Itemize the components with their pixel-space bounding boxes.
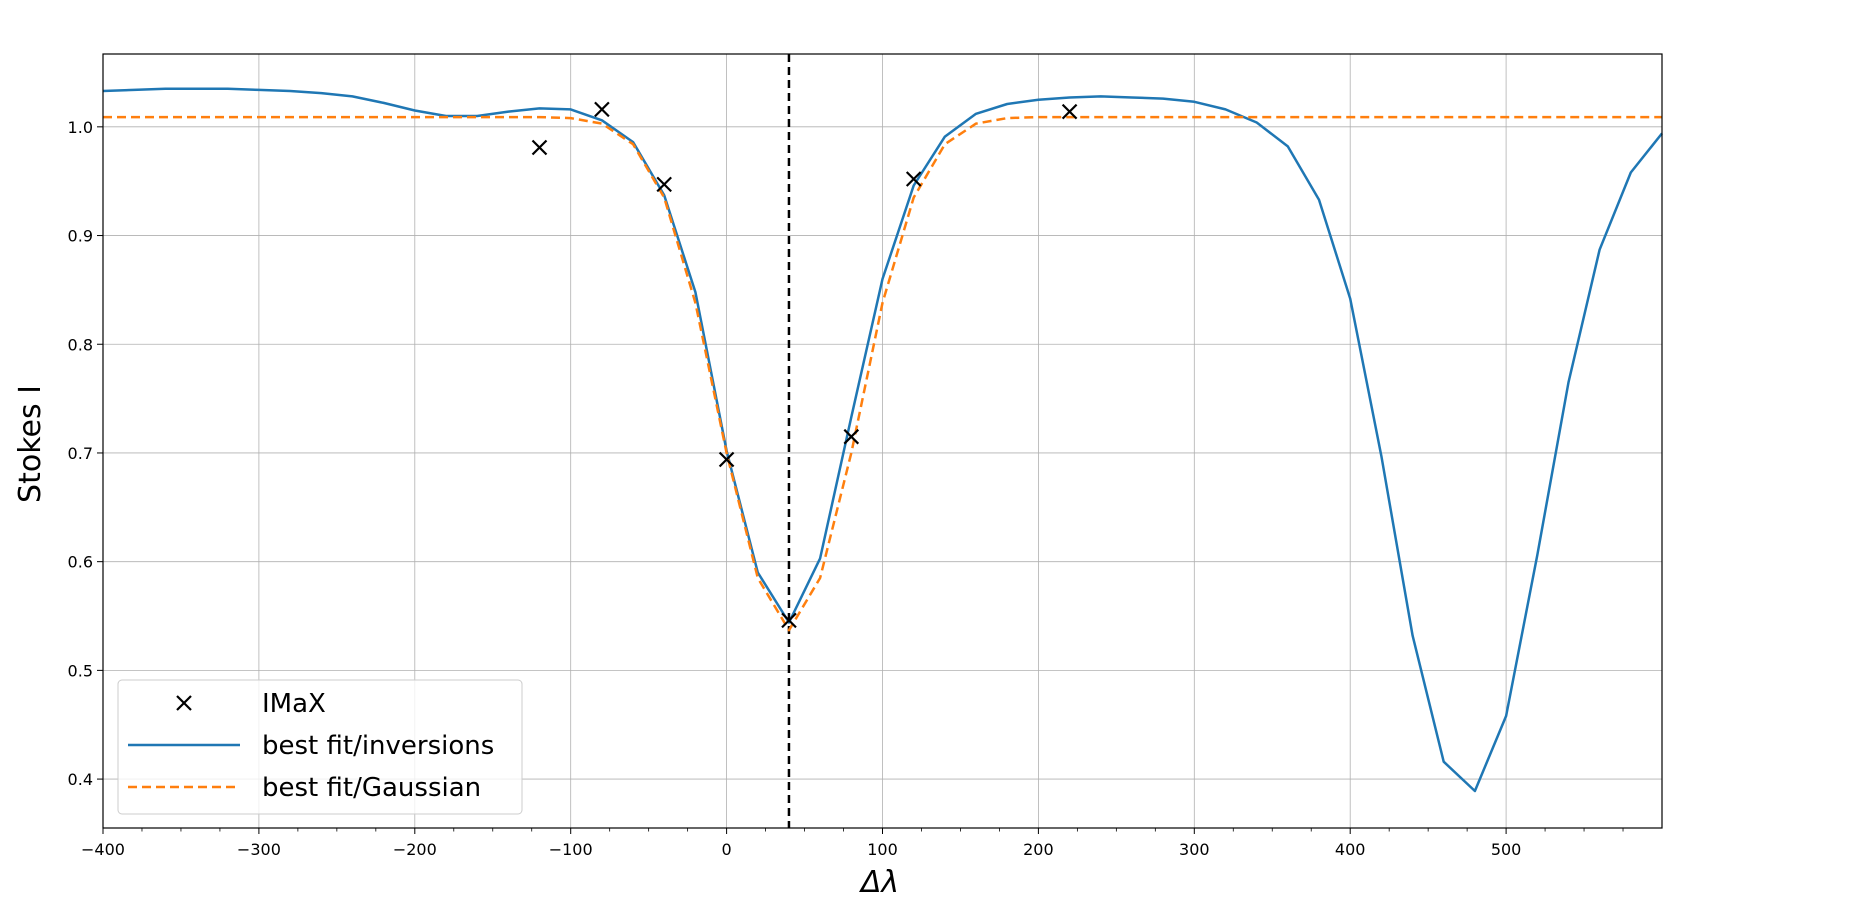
imax-point xyxy=(905,171,922,187)
x-tick-label: −100 xyxy=(549,840,593,859)
imax-marker-stroke xyxy=(594,101,610,118)
y-axis-label: Stokes I xyxy=(13,385,48,503)
legend-imax-marker xyxy=(176,695,192,711)
x-tick-label: 400 xyxy=(1335,840,1366,859)
imax-point xyxy=(843,428,860,445)
imax-marker-stroke xyxy=(1061,103,1078,120)
x-tick-label: 100 xyxy=(867,840,898,859)
y-tick-label: 0.6 xyxy=(68,553,93,572)
imax-marker-stroke xyxy=(781,612,797,629)
imax-point xyxy=(1061,103,1078,120)
plot-frame xyxy=(102,53,1663,829)
x-tick-label: −400 xyxy=(81,840,125,859)
y-tick-label: 0.9 xyxy=(68,227,93,246)
x-tick-label: 0 xyxy=(722,840,732,859)
legend-label-inversions: best fit/inversions xyxy=(262,731,494,761)
y-tick-label: 0.7 xyxy=(68,444,93,463)
x-tick-label: 200 xyxy=(1023,840,1054,859)
x-tick-label: 300 xyxy=(1179,840,1210,859)
imax-point xyxy=(656,176,672,193)
y-tick-label: 0.4 xyxy=(68,770,93,789)
imax-marker-stroke xyxy=(531,139,548,156)
x-axis-label: Δλ xyxy=(859,865,899,899)
legend-box xyxy=(117,679,523,815)
y-tick-label: 1.0 xyxy=(68,118,93,137)
imax-point xyxy=(531,139,548,156)
legend-label-gaussian: best fit/Gaussian xyxy=(262,773,481,803)
imax-point xyxy=(718,451,735,468)
plot-series xyxy=(102,54,1663,828)
y-tick-label: 0.8 xyxy=(68,335,93,354)
imax-marker-stroke xyxy=(656,176,672,193)
x-tick-label: −200 xyxy=(393,840,437,859)
grid xyxy=(102,54,1662,828)
y-tick-label: 0.5 xyxy=(68,661,93,680)
imax-marker-stroke xyxy=(905,171,922,187)
imax-point xyxy=(781,612,797,629)
x-tick-label: −300 xyxy=(237,840,281,859)
x-tick-label: 500 xyxy=(1491,840,1522,859)
series-line-best-fit-inversions xyxy=(102,87,1663,793)
legend-label-imax: IMaX xyxy=(262,689,326,719)
legend: IMaX best fit/inversions best fit/Gaussi… xyxy=(117,679,523,815)
series-line-best-fit-gaussian xyxy=(103,115,1662,632)
imax-marker-stroke xyxy=(718,451,735,468)
ticks: −400 −300 −200 −100 0 100 200 300 400 500 0.4 0.5 0.… xyxy=(68,118,1624,859)
imax-point xyxy=(594,101,610,118)
imax-marker-stroke xyxy=(843,428,860,445)
